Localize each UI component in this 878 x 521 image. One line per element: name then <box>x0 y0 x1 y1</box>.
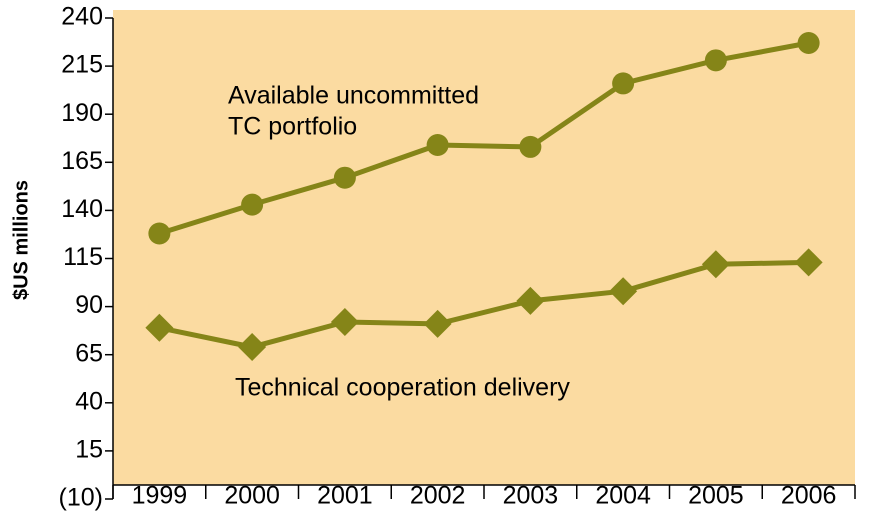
point-marker <box>426 133 449 156</box>
y-tick-label: 40 <box>75 387 103 415</box>
point-marker <box>145 313 174 342</box>
annotation: Technical cooperation delivery <box>235 374 570 402</box>
y-tick-label: 115 <box>63 243 103 271</box>
point-marker <box>516 286 545 315</box>
x-tick-label: 2000 <box>224 482 280 510</box>
y-tick-label: (10) <box>59 484 103 512</box>
x-tick-label: 2001 <box>317 482 373 510</box>
y-tick-label: 65 <box>75 339 103 367</box>
y-tick-label: 165 <box>61 147 103 175</box>
y-tick-label: 15 <box>75 436 103 464</box>
plot-background <box>113 10 855 485</box>
point-marker <box>612 72 635 95</box>
y-axis-label: $US millions <box>10 180 32 300</box>
x-tick-label: 2002 <box>410 482 466 510</box>
point-marker <box>797 32 820 55</box>
y-tick-label: 190 <box>61 99 103 127</box>
point-marker <box>330 307 359 336</box>
y-tick-label: 240 <box>61 3 103 31</box>
x-tick-label: 2005 <box>688 482 744 510</box>
series-line <box>158 259 809 350</box>
point-marker <box>794 248 823 277</box>
series-line <box>158 40 810 236</box>
x-tick-label: 1999 <box>132 482 188 510</box>
annotation: TC portfolio <box>228 113 357 141</box>
annotation: Available uncommitted <box>228 82 479 110</box>
point-marker <box>238 333 267 362</box>
x-tick-label: 2004 <box>595 482 651 510</box>
point-marker <box>519 135 542 158</box>
point-marker <box>423 309 452 338</box>
y-tick-label: 140 <box>61 195 103 223</box>
point-marker <box>148 222 171 245</box>
point-marker <box>704 49 727 72</box>
point-marker <box>333 166 356 189</box>
point-marker <box>609 277 638 306</box>
y-tick-label: 215 <box>61 51 103 79</box>
x-tick-label: 2003 <box>503 482 559 510</box>
y-tick-label: 90 <box>75 291 103 319</box>
x-tick-label: 2006 <box>781 482 837 510</box>
point-marker <box>701 250 730 279</box>
point-marker <box>241 193 264 216</box>
